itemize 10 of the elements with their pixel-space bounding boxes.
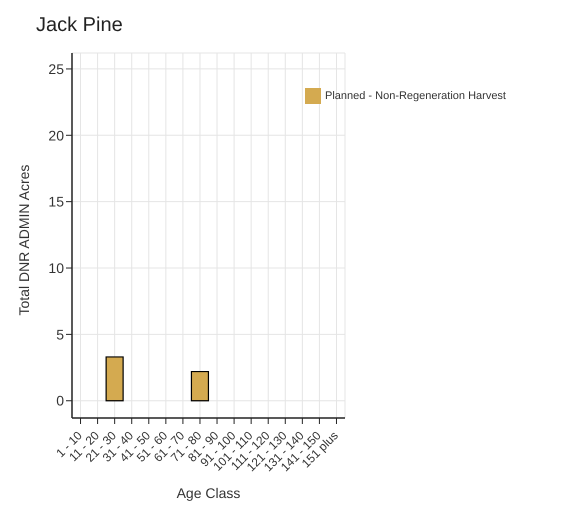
y-tick-label: 25 (48, 60, 64, 77)
y-tick-label: 10 (48, 260, 64, 276)
y-tick-label: 0 (56, 392, 64, 409)
legend-label: Planned - Non-Regeneration Harvest (325, 90, 506, 102)
y-axis-title: Total DNR ADMIN Acres (16, 164, 32, 316)
x-axis-title: Age Class (176, 485, 240, 501)
chart-title: Jack Pine (36, 14, 123, 37)
y-tick-label: 5 (56, 326, 64, 342)
y-tick-label: 15 (48, 194, 64, 210)
y-tick-label: 20 (48, 127, 64, 144)
